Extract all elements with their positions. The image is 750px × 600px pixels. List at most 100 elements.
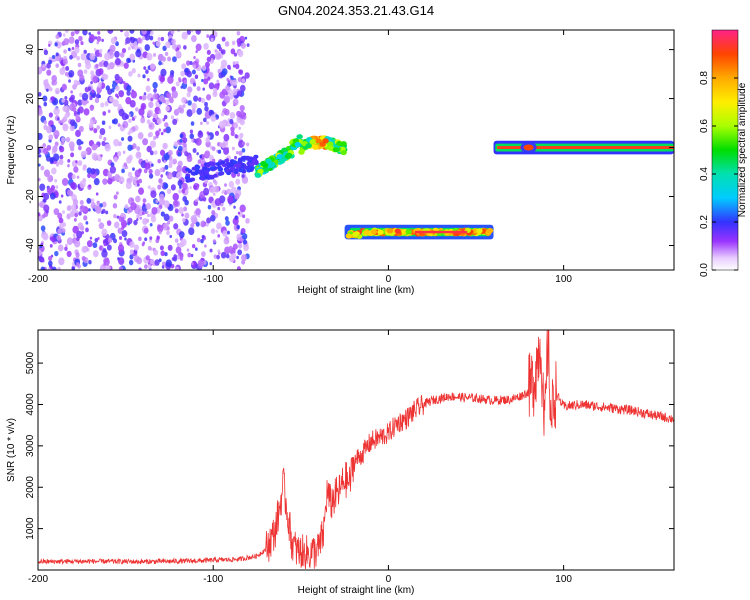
spectral-speckle xyxy=(153,150,158,155)
spectral-speckle xyxy=(160,211,165,217)
spectral-speckle xyxy=(97,82,102,88)
spectral-speckle xyxy=(114,73,120,81)
spectral-speckle xyxy=(235,150,239,155)
spectral-speckle xyxy=(216,79,220,84)
spectral-speckle xyxy=(190,253,194,258)
spectral-speckle xyxy=(84,150,88,155)
spectral-speckle xyxy=(58,223,64,230)
spectral-speckle xyxy=(152,113,158,120)
spectral-speckle xyxy=(54,178,58,183)
spectral-speckle xyxy=(130,202,137,211)
spectral-speckle xyxy=(149,236,153,240)
spectral-speckle xyxy=(207,204,212,210)
spectral-speckle xyxy=(223,95,231,104)
spectral-speckle xyxy=(217,249,221,253)
spectral-speckle xyxy=(154,168,161,177)
spectral-speckle xyxy=(150,215,157,223)
lower-band xyxy=(486,228,494,234)
spectral-speckle xyxy=(184,68,189,73)
spectral-speckle xyxy=(101,140,106,147)
spectral-speckle xyxy=(186,70,192,78)
spectral-speckle xyxy=(233,205,236,209)
spectral-speckle xyxy=(234,155,238,160)
spectral-speckle xyxy=(147,245,152,251)
spectral-speckle xyxy=(171,257,175,261)
spectral-speckle xyxy=(192,82,197,87)
spectral-speckle xyxy=(122,150,126,154)
spectral-speckle xyxy=(211,210,216,216)
spectral-speckle xyxy=(177,151,182,157)
spectral-speckle xyxy=(113,221,120,229)
spectral-speckle xyxy=(189,133,195,140)
spectral-speckle xyxy=(86,197,92,204)
spectral-speckle xyxy=(140,117,146,124)
spectral-speckle xyxy=(127,135,133,142)
spectral-speckle xyxy=(228,245,233,252)
spectral-speckle xyxy=(107,237,113,243)
spectral-trail xyxy=(234,168,240,173)
spectral-speckle xyxy=(90,70,95,76)
spectral-speckle xyxy=(144,32,151,41)
spectral-speckle xyxy=(53,153,60,162)
spectral-speckle xyxy=(144,162,151,170)
spectral-speckle xyxy=(128,71,133,77)
rising-band xyxy=(298,149,305,155)
spectral-speckle xyxy=(160,68,167,77)
spectral-speckle xyxy=(81,255,86,262)
spectral-speckle xyxy=(222,230,228,237)
spectral-speckle xyxy=(236,30,241,36)
spectral-speckle xyxy=(91,152,98,161)
spectral-speckle xyxy=(68,141,75,149)
colorbar-ticks: 0.0 0.2 0.4 0.6 0.8 xyxy=(699,71,738,277)
spectral-speckle xyxy=(244,36,248,40)
spectral-speckle xyxy=(168,149,173,156)
spectral-speckle xyxy=(124,31,130,38)
spectral-speckle xyxy=(88,260,92,265)
spectral-speckle xyxy=(63,38,70,46)
spectral-speckle xyxy=(123,162,128,167)
spectral-speckle xyxy=(210,228,216,234)
spectral-speckle xyxy=(163,160,167,164)
spectral-speckle xyxy=(121,168,125,174)
spectral-trail xyxy=(185,178,191,183)
spectral-speckle xyxy=(181,31,188,40)
spectral-speckle xyxy=(170,184,176,191)
spectral-speckle xyxy=(214,130,220,136)
spectral-speckle xyxy=(101,201,107,208)
spectral-speckle xyxy=(196,86,201,92)
spectral-speckle xyxy=(237,249,243,256)
spectral-speckle xyxy=(96,125,101,130)
spectral-speckle xyxy=(81,230,85,235)
spectral-speckle xyxy=(168,159,174,166)
spectral-speckle xyxy=(38,107,43,115)
spectral-speckle xyxy=(95,192,99,196)
spectral-speckle xyxy=(163,200,170,208)
spectral-speckle xyxy=(48,260,53,267)
spectral-speckle xyxy=(109,96,114,103)
spectral-speckle xyxy=(55,52,59,57)
spectral-speckle xyxy=(181,165,188,174)
spectral-speckle xyxy=(242,141,246,146)
spectral-speckle xyxy=(48,255,53,262)
spectral-speckle xyxy=(64,95,68,100)
spectral-speckle xyxy=(48,43,51,47)
spectral-speckle xyxy=(197,97,202,102)
spectral-speckle xyxy=(87,86,92,92)
spectral-speckle xyxy=(149,63,156,70)
spectral-speckle xyxy=(160,183,163,187)
spectral-speckle xyxy=(71,174,76,180)
spectral-speckle xyxy=(221,144,225,149)
spectral-speckle xyxy=(197,260,204,268)
spectral-speckle xyxy=(53,130,60,138)
spectral-speckle xyxy=(164,164,169,170)
spectral-trail xyxy=(247,157,253,162)
spectral-speckle xyxy=(72,198,79,206)
spectral-speckle xyxy=(136,257,143,265)
spectral-speckle xyxy=(241,148,246,153)
spectral-speckle xyxy=(38,132,43,141)
spectral-speckle xyxy=(88,184,92,188)
spectral-speckle xyxy=(40,165,45,171)
spectral-speckle xyxy=(242,233,248,240)
spectral-speckle xyxy=(91,143,98,151)
spectral-trail xyxy=(184,167,190,172)
